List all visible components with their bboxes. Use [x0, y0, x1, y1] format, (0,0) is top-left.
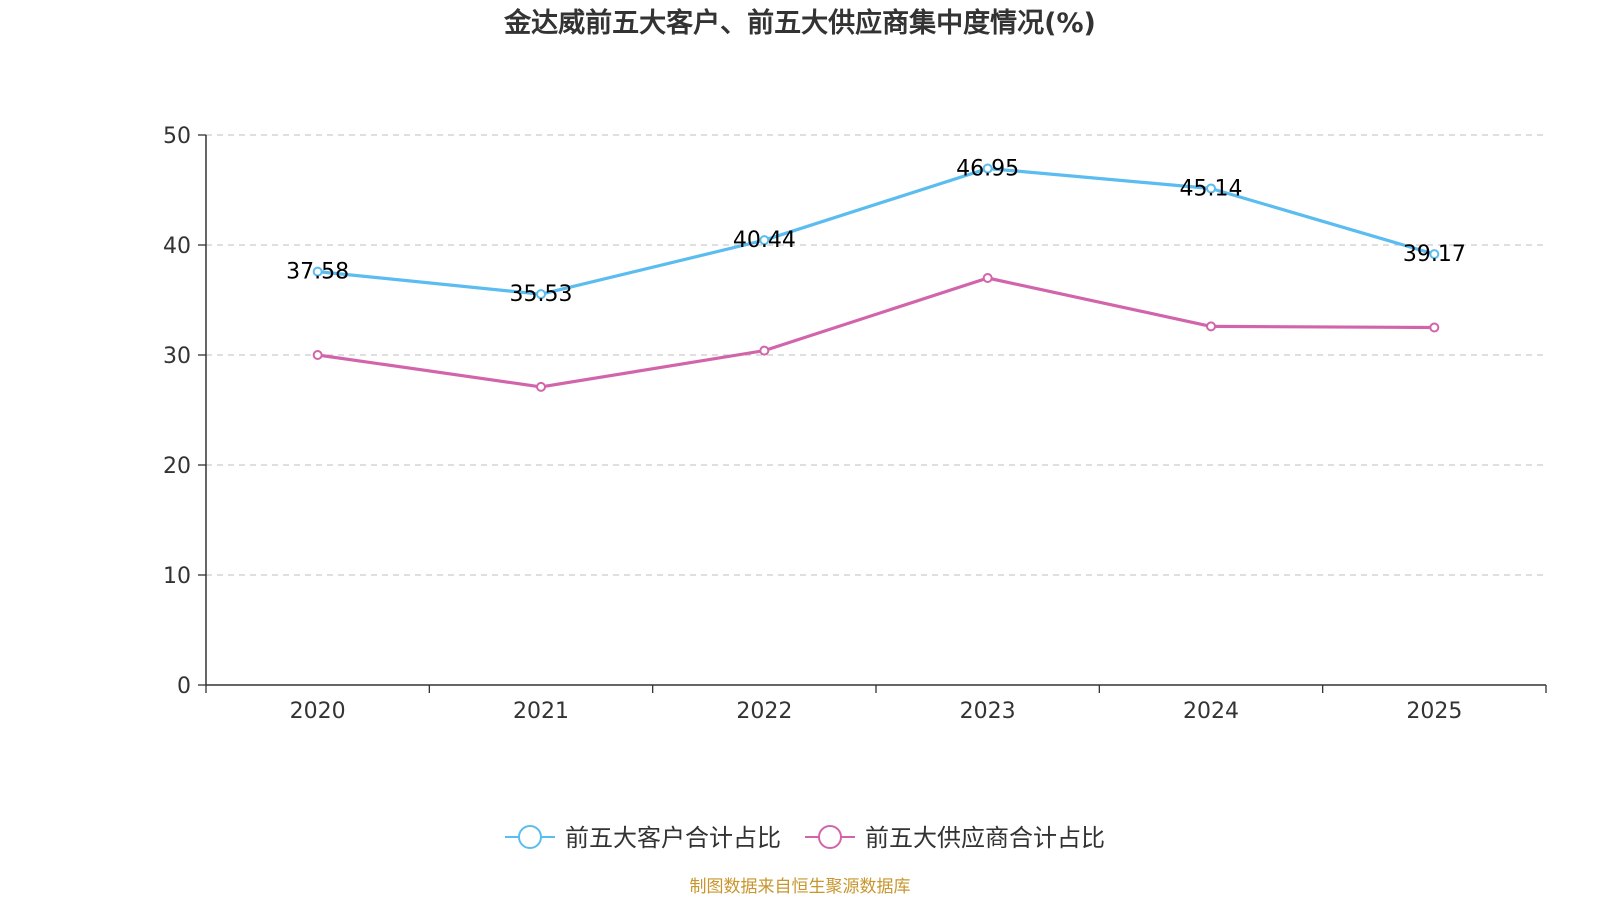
- source-note: 制图数据来自恒生聚源数据库: [690, 877, 911, 897]
- x-tick-label: 2024: [1183, 699, 1239, 724]
- data-point: [536, 289, 546, 300]
- data-label: 37.58: [286, 260, 349, 285]
- data-point: [982, 273, 993, 283]
- data-point: [312, 350, 323, 360]
- series-line-1: [317, 166, 1435, 296]
- data-label: 35.53: [510, 282, 573, 307]
- y-tick-label: 50: [163, 124, 191, 149]
- data-point: [1206, 183, 1216, 194]
- x-tick-label: 2023: [960, 699, 1016, 724]
- data-point: [759, 235, 770, 246]
- x-tick-label: 2022: [736, 699, 792, 724]
- legend: 前五大客户合计占比 前五大供应商合计占比: [505, 824, 1105, 852]
- legend-label: 前五大供应商合计占比: [865, 824, 1105, 852]
- data-point: [312, 266, 323, 277]
- y-tick-label: 30: [163, 344, 191, 369]
- legend-marker: [518, 825, 542, 849]
- chart-title: 金达威前五大客户、前五大供应商集中度情况(%): [503, 7, 1096, 39]
- axes: 0 10 20 30 40 50 2020 2021 2022 2023 2024 2025: [163, 124, 1547, 724]
- x-tick-label: 2020: [290, 699, 346, 724]
- x-tick-label: 2021: [513, 699, 569, 724]
- data-point: [1429, 249, 1440, 260]
- data-point: [1429, 322, 1440, 333]
- data-point: [982, 163, 993, 174]
- legend-label: 前五大客户合计占比: [565, 824, 781, 852]
- data-point: [536, 381, 546, 392]
- data-label: 46.95: [956, 157, 1019, 182]
- grid-lines: [206, 134, 1546, 576]
- x-tick-label: 2025: [1406, 699, 1462, 724]
- y-tick-label: 0: [177, 674, 191, 699]
- series-lines: [312, 163, 1440, 392]
- legend-marker: [818, 825, 842, 849]
- data-label: 40.44: [733, 228, 796, 253]
- series-line-2: [317, 276, 1435, 389]
- y-tick-label: 40: [163, 234, 191, 259]
- data-label: 45.14: [1180, 176, 1243, 201]
- data-point: [1206, 321, 1216, 332]
- data-label: 39.17: [1403, 242, 1466, 267]
- y-tick-label: 20: [163, 454, 191, 479]
- data-labels: 37.58 35.53 40.44 46.95 45.14 39.17: [286, 157, 1466, 308]
- y-tick-label: 10: [163, 564, 191, 589]
- data-point: [759, 345, 770, 356]
